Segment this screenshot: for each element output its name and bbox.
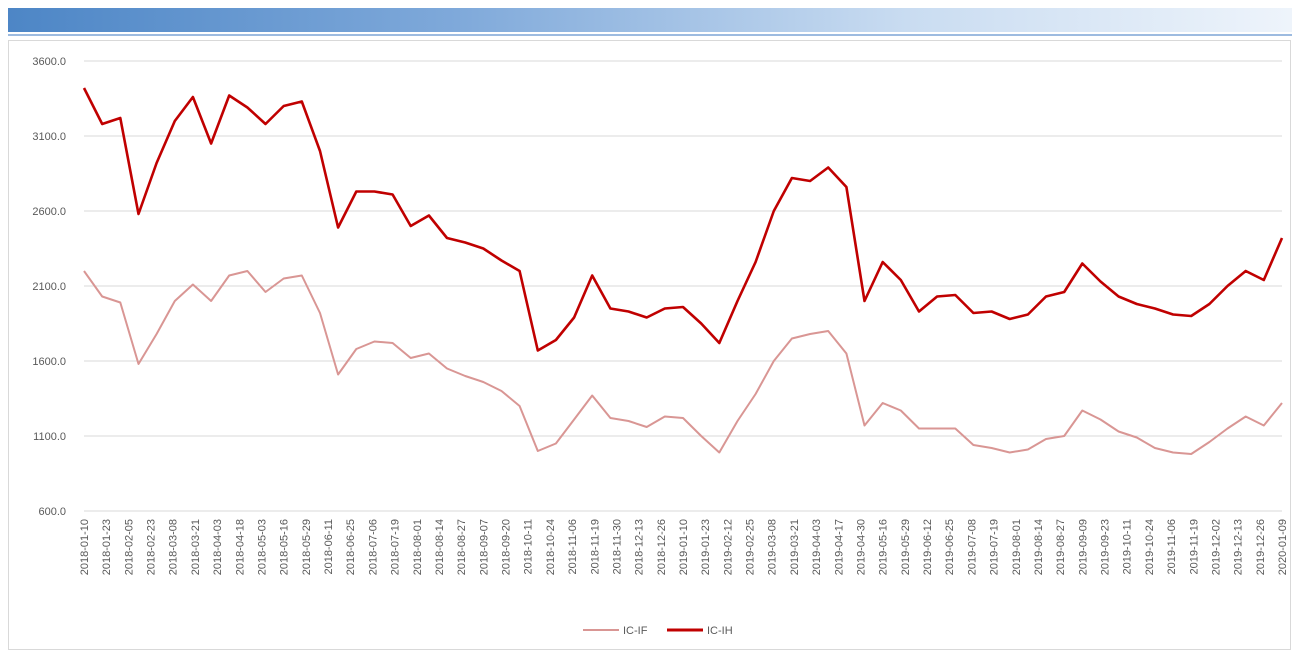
x-tick-label: 2018-01-10	[79, 519, 91, 575]
x-tick-label: 2019-12-02	[1210, 519, 1222, 575]
x-axis-tick-labels: 2018-01-10 2018-01-23 2018-02-05 2018-02-23…	[79, 519, 1289, 575]
legend-label: IC-IH	[707, 625, 733, 637]
x-tick-label: 2019-04-17	[833, 519, 845, 575]
x-tick-label: 2019-01-23	[700, 519, 712, 575]
x-tick-label: 2019-08-27	[1055, 519, 1067, 575]
x-tick-label: 2020-01-09	[1277, 519, 1289, 575]
x-tick-label: 2018-06-25	[345, 519, 357, 575]
x-tick-label: 2018-12-26	[656, 519, 668, 575]
x-tick-label: 2019-07-19	[989, 519, 1001, 575]
x-tick-label: 2018-10-24	[545, 519, 557, 575]
x-tick-label: 2019-08-14	[1033, 519, 1045, 575]
series-lines	[82, 87, 1284, 455]
x-tick-label: 2019-12-26	[1255, 519, 1267, 575]
x-tick-label: 2019-01-10	[678, 519, 690, 575]
x-tick-label: 2019-04-03	[811, 519, 823, 575]
series-line-ic-if	[83, 270, 1283, 455]
x-tick-label: 2019-03-08	[767, 519, 779, 575]
x-tick-label: 2018-08-14	[434, 519, 446, 575]
x-tick-label: 2019-12-13	[1233, 519, 1245, 575]
x-tick-label: 2018-09-20	[501, 519, 513, 575]
y-tick-label: 1600.0	[32, 356, 66, 368]
y-tick-label: 3600.0	[32, 56, 66, 68]
gridlines	[84, 60, 1282, 512]
x-tick-label: 2019-02-12	[722, 519, 734, 575]
x-tick-label: 2019-04-30	[855, 519, 867, 575]
x-tick-label: 2018-07-19	[390, 519, 402, 575]
x-tick-label: 2018-08-27	[456, 519, 468, 575]
x-tick-label: 2018-04-03	[212, 519, 224, 575]
x-tick-label: 2018-03-21	[190, 519, 202, 575]
x-tick-label: 2018-12-13	[634, 519, 646, 575]
y-tick-label: 2100.0	[32, 281, 66, 293]
x-tick-label: 2018-05-29	[301, 519, 313, 575]
x-tick-label: 2018-04-18	[234, 519, 246, 575]
x-tick-label: 2019-11-06	[1166, 519, 1178, 574]
header-banner	[8, 8, 1292, 32]
series-line-ic-ih	[82, 87, 1284, 352]
chart-frame	[8, 40, 1291, 650]
x-tick-label: 2019-08-01	[1011, 519, 1023, 575]
y-tick-label: 600.0	[38, 506, 66, 518]
x-tick-label: 2019-03-21	[789, 519, 801, 575]
x-tick-label: 2018-02-05	[123, 519, 135, 575]
x-tick-label: 2019-10-24	[1144, 519, 1156, 575]
x-tick-label: 2018-11-30	[611, 519, 623, 574]
y-tick-label: 1100.0	[33, 431, 66, 443]
x-tick-label: 2018-10-11	[523, 519, 535, 574]
x-tick-label: 2018-11-06	[567, 519, 579, 574]
x-tick-label: 2018-09-07	[478, 519, 490, 575]
x-tick-label: 2019-10-11	[1122, 519, 1134, 574]
x-tick-label: 2018-07-06	[367, 519, 379, 575]
x-tick-label: 2019-06-25	[944, 519, 956, 575]
y-tick-label: 3100.0	[32, 131, 66, 143]
x-tick-label: 2018-03-08	[168, 519, 180, 575]
x-tick-label: 2018-11-19	[589, 519, 601, 574]
x-tick-label: 2019-09-23	[1100, 519, 1112, 575]
y-axis-tick-labels: 600.0 1100.0 1600.0 2100.0 2600.0 3100.0 3600.…	[32, 56, 66, 518]
x-tick-label: 2019-07-08	[966, 519, 978, 575]
x-tick-label: 2018-01-23	[101, 519, 113, 575]
x-tick-label: 2019-09-09	[1077, 519, 1089, 575]
x-tick-label: 2018-06-11	[323, 519, 335, 574]
x-tick-label: 2018-02-23	[146, 519, 158, 575]
header-divider	[8, 34, 1292, 36]
legend: IC-IF IC-IH	[583, 625, 733, 637]
x-tick-label: 2018-05-03	[256, 519, 268, 575]
y-tick-label: 2600.0	[32, 206, 66, 218]
x-tick-label: 2019-02-25	[745, 519, 757, 575]
x-tick-label: 2018-05-16	[279, 519, 291, 575]
x-tick-label: 2019-06-12	[922, 519, 934, 575]
legend-label: IC-IF	[623, 625, 648, 637]
x-tick-label: 2019-05-16	[878, 519, 890, 575]
x-tick-label: 2018-08-01	[412, 519, 424, 575]
x-tick-label: 2019-05-29	[900, 519, 912, 575]
x-tick-label: 2019-11-19	[1188, 519, 1200, 574]
